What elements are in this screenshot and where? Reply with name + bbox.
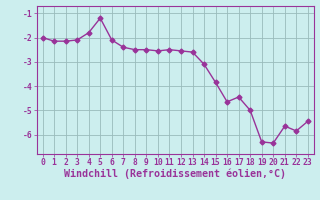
X-axis label: Windchill (Refroidissement éolien,°C): Windchill (Refroidissement éolien,°C) — [64, 169, 286, 179]
